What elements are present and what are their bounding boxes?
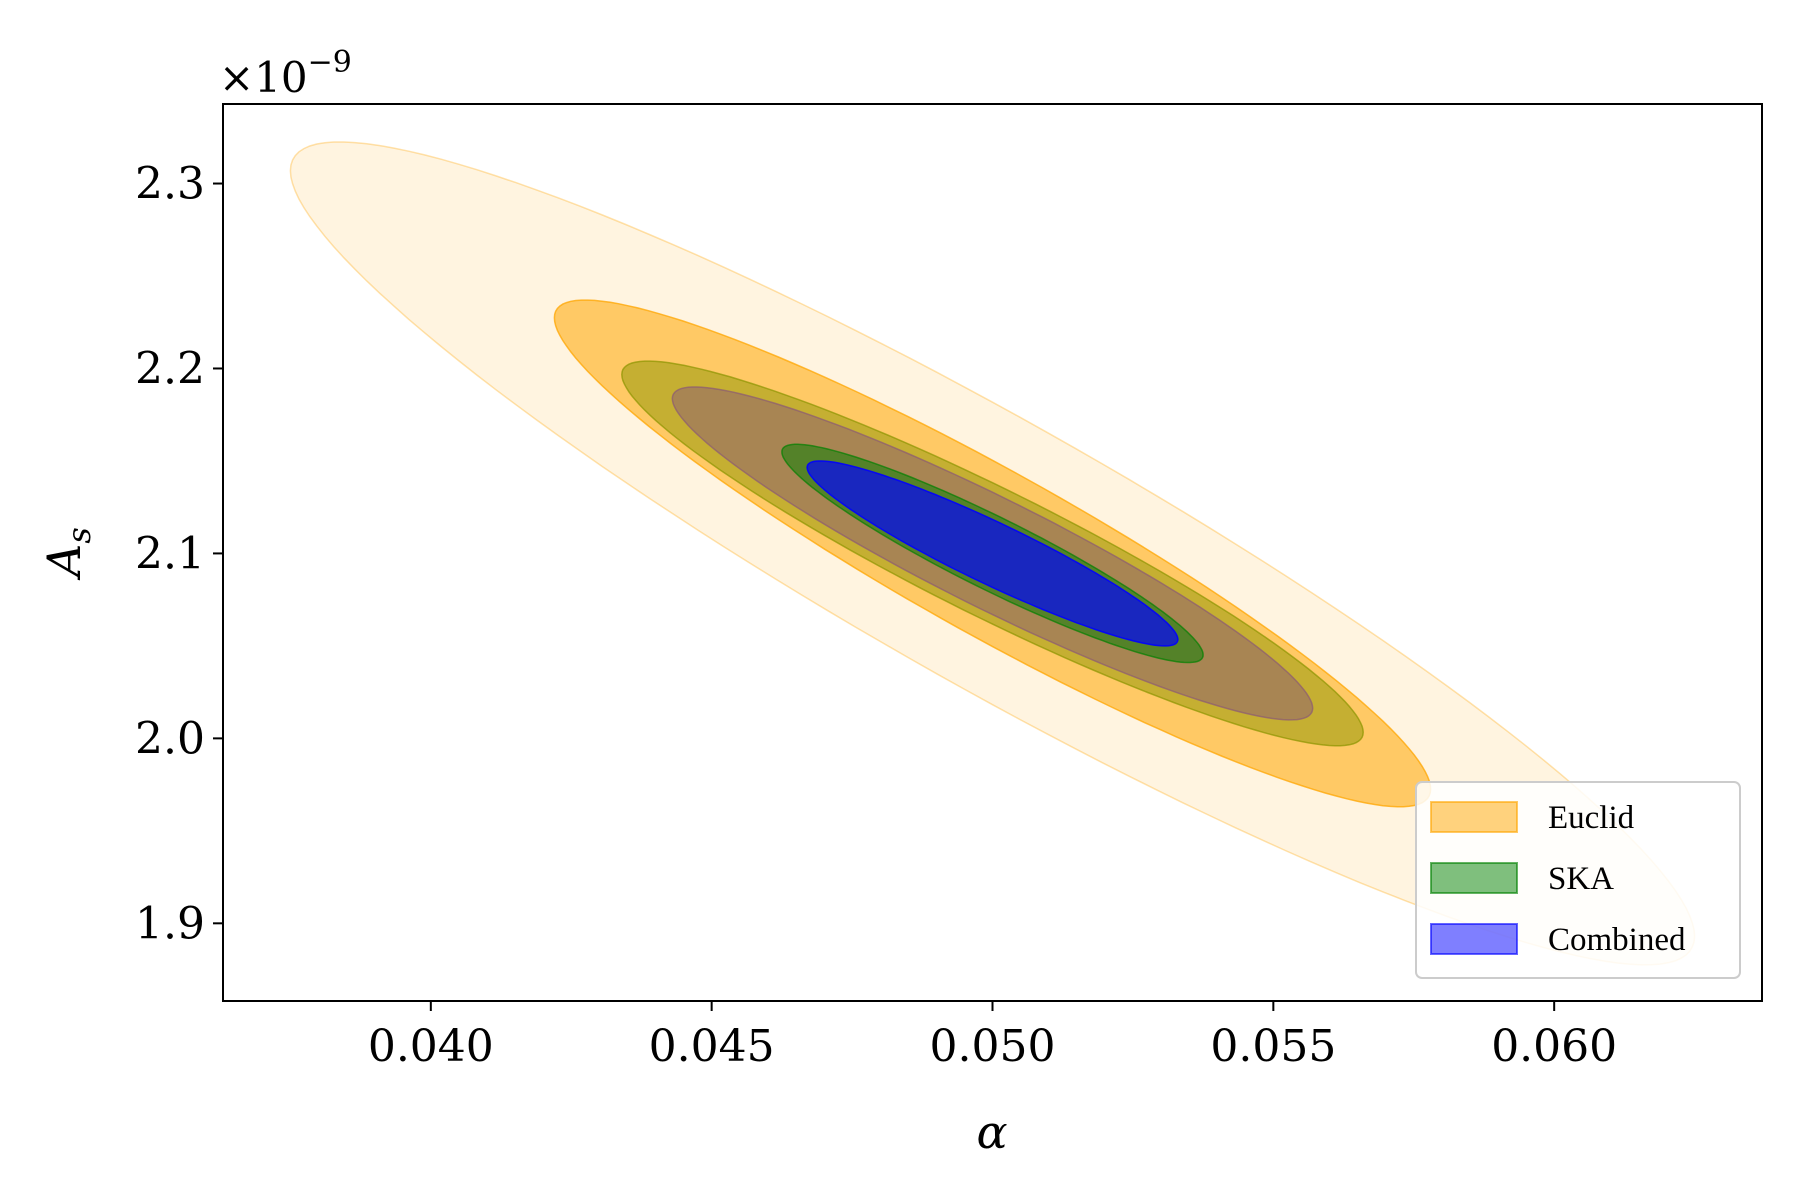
y-tick-label: 2.1 — [135, 528, 205, 579]
legend: Euclid SKA Combined — [1415, 781, 1741, 979]
x-tick-label: 0.045 — [649, 1021, 775, 1072]
y-tick-label: 2.0 — [135, 713, 205, 764]
x-tick-label: 0.055 — [1210, 1021, 1336, 1072]
legend-label-ska: SKA — [1548, 861, 1614, 897]
y-axis-label-main: A — [37, 544, 91, 581]
x-tick-label: 0.060 — [1491, 1021, 1617, 1072]
x-tick-label: 0.050 — [930, 1021, 1056, 1072]
contour-layer — [289, 141, 1696, 966]
svg-text:As: As — [37, 527, 98, 581]
y-offset-exponent: −9 — [308, 45, 352, 80]
legend-label-combined: Combined — [1548, 922, 1686, 958]
y-tick-label: 1.9 — [135, 898, 205, 949]
x-tick-label: 0.040 — [368, 1021, 494, 1072]
legend-swatch-combined — [1430, 923, 1518, 955]
legend-swatch-ska — [1430, 862, 1518, 894]
x-axis-ticks: 0.040 0.045 0.050 0.055 0.060 — [368, 1001, 1617, 1072]
legend-label-euclid: Euclid — [1548, 800, 1635, 836]
contour-combined-1-sigma — [806, 460, 1179, 647]
y-axis-offset-label: ×10−9 — [219, 45, 352, 102]
y-axis-label: As — [37, 527, 98, 581]
x-axis-label: α — [976, 1105, 1007, 1159]
y-tick-label: 2.2 — [135, 343, 205, 394]
y-axis-ticks: 1.9 2.0 2.1 2.2 2.3 — [135, 159, 223, 949]
legend-swatch-euclid — [1430, 801, 1518, 833]
y-offset-base: ×10 — [219, 53, 308, 102]
y-tick-label: 2.3 — [135, 159, 205, 210]
y-axis-label-subscript: s — [60, 527, 98, 543]
